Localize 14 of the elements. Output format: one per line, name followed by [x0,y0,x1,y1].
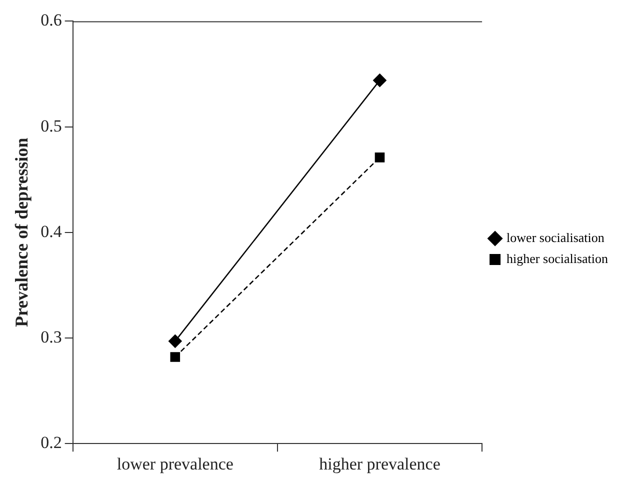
y-tick-label: 0.3 [40,327,62,346]
y-tick-label: 0.6 [40,10,62,30]
y-tick-label: 0.5 [40,116,62,136]
y-axis-title: Prevalence of depression [11,138,32,328]
point [168,334,182,348]
x-tick-label: higher prevalence [319,454,440,474]
point [170,352,180,362]
y-tick-label: 0.2 [40,433,62,452]
point [374,152,385,162]
x-tick-label: lower prevalence [116,454,234,474]
legend-label: higher socialisation [506,250,608,266]
legend-label: lower socialisation [506,230,605,245]
y-tick-label: 0.4 [40,222,62,241]
point [373,74,386,87]
